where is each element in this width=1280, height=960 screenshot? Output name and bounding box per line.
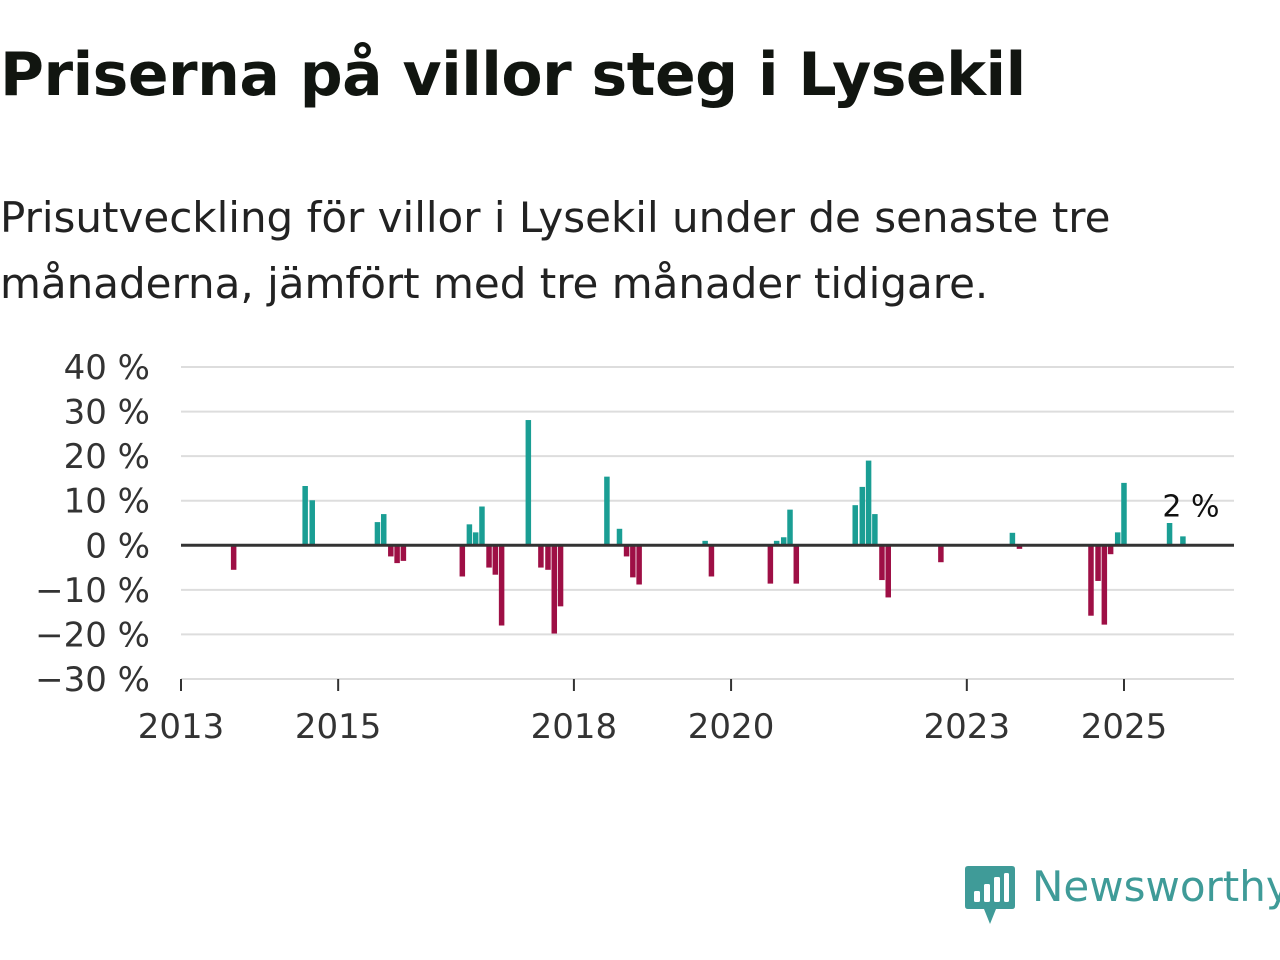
bar — [938, 545, 944, 563]
bar — [604, 476, 610, 546]
x-axis: 2013 2015 2018 2020 2023 2025 — [138, 679, 1168, 747]
x-tick-label: 2013 — [138, 707, 225, 747]
bar-chart: 40 %30 %20 %10 %0 %−10 %−20 %−30 % 2013 2… — [35, 348, 1234, 747]
bars — [230, 420, 1186, 634]
y-axis: 40 % 30 %20 % 10 %0 % −10 %−20 % −30 % — [35, 348, 150, 700]
bar — [302, 486, 308, 546]
newsworthy-logo-icon — [965, 866, 1015, 924]
bar — [773, 540, 780, 546]
chart-title: Priserna på villor steg i Lysekil — [0, 40, 1026, 110]
bar — [1180, 536, 1186, 546]
bar — [498, 545, 505, 626]
bar — [767, 545, 774, 584]
x-tick-label: 2023 — [924, 707, 1011, 747]
bar — [787, 509, 793, 546]
bar — [865, 460, 872, 546]
y-tick-label: 10 % — [64, 482, 150, 522]
bar — [1088, 545, 1094, 616]
y-tick-label: 0 % — [85, 526, 150, 566]
bar — [1101, 545, 1108, 625]
x-tick-label: 2025 — [1081, 707, 1168, 747]
y-tick-label: −30 % — [35, 660, 150, 700]
bar — [1107, 545, 1114, 555]
bar — [1016, 545, 1023, 549]
bar — [466, 524, 473, 546]
bar — [630, 545, 636, 578]
bar — [374, 522, 381, 546]
bar — [459, 545, 466, 577]
bar — [525, 420, 532, 546]
bar — [885, 545, 891, 598]
bar — [1095, 545, 1101, 581]
annotation: 2 % — [1162, 489, 1219, 524]
bar — [230, 545, 237, 570]
gridlines — [181, 366, 1234, 680]
bar — [492, 545, 499, 575]
bar — [1009, 532, 1016, 546]
bar — [551, 545, 558, 634]
x-tick-label: 2018 — [531, 707, 618, 747]
bar — [616, 528, 623, 546]
bar — [859, 486, 866, 546]
bar — [636, 545, 642, 585]
bar — [1166, 523, 1173, 546]
bar — [545, 545, 551, 570]
bar — [623, 545, 630, 557]
bar — [872, 514, 878, 546]
bar — [538, 545, 544, 568]
bar — [472, 532, 479, 546]
y-tick-label: 30 % — [64, 393, 150, 433]
bar — [380, 514, 387, 546]
bar — [557, 545, 564, 607]
bar — [388, 545, 394, 557]
annotation-label: 2 % — [1162, 489, 1219, 524]
y-tick-label: −10 % — [35, 571, 150, 611]
bar — [400, 545, 407, 561]
bar — [780, 537, 787, 546]
bar — [702, 540, 708, 546]
bar — [1114, 532, 1121, 546]
bar — [394, 545, 400, 564]
bar — [879, 545, 885, 581]
x-tick-label: 2015 — [295, 707, 382, 747]
bar — [793, 545, 800, 584]
bar — [708, 545, 715, 577]
bar — [852, 505, 858, 546]
bar — [1121, 482, 1127, 546]
y-tick-label: −20 % — [35, 615, 150, 655]
y-tick-label: 40 % — [64, 348, 150, 388]
bar — [479, 506, 485, 546]
bar — [486, 545, 492, 568]
logo-text: Newsworthy — [1032, 862, 1280, 911]
x-tick-label: 2020 — [688, 707, 775, 747]
bar — [309, 500, 315, 546]
y-tick-label: 20 % — [64, 437, 150, 477]
chart-subtitle: Prisutveckling för villor i Lysekil unde… — [0, 193, 1111, 308]
